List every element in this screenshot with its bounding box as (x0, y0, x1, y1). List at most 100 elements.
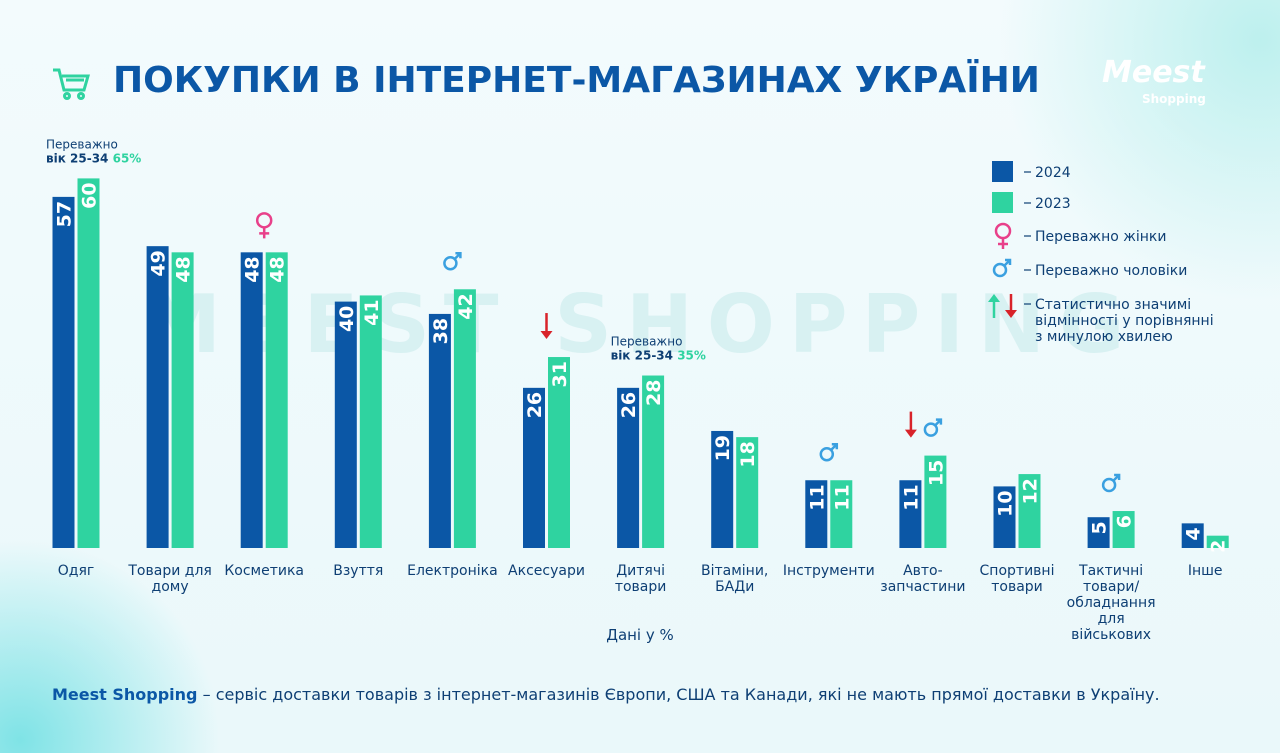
footer: Meest Shopping – сервіс доставки товарів… (52, 685, 1160, 704)
x-tick-label: Тактичні товари/ обладнання для військов… (1066, 563, 1156, 643)
x-tick-label: Вітаміни, БАДи (700, 563, 769, 595)
male-circle (819, 446, 835, 462)
male-arrow (934, 418, 943, 427)
value-label: 18 (737, 441, 759, 467)
bar (52, 196, 75, 548)
bar (240, 252, 263, 548)
arrow-head (904, 429, 917, 438)
value-label: 48 (242, 256, 264, 282)
value-label: 12 (1020, 478, 1042, 504)
value-label: 60 (79, 182, 101, 208)
bar (359, 295, 382, 548)
value-label: 42 (455, 293, 477, 319)
bar (711, 430, 734, 548)
male-arrow (1112, 473, 1121, 482)
down-arrow (904, 411, 917, 438)
annotation-highlight: 65% (113, 151, 142, 165)
bar (642, 375, 665, 548)
down-arrow (540, 313, 553, 340)
value-label: 11 (806, 484, 828, 510)
logo-brand: Meest (1102, 55, 1206, 90)
x-tick-label: Косметика (224, 563, 305, 579)
annotation: Переважно (46, 137, 118, 151)
bar (548, 357, 570, 548)
bar (993, 486, 1016, 548)
x-tick-label: Одяг (57, 563, 95, 579)
x-tick-label: Товари для дому (128, 563, 212, 595)
bar (334, 301, 357, 548)
value-label: 6 (1114, 515, 1136, 528)
bar (1087, 517, 1110, 548)
female-circle (255, 212, 273, 229)
bar (1206, 535, 1229, 548)
value-label: 5 (1089, 521, 1111, 534)
value-label: 49 (148, 250, 170, 276)
value-label: 2 (1208, 540, 1230, 553)
value-label: 11 (900, 484, 922, 510)
legend-female-icon (994, 222, 1012, 249)
bar (1112, 511, 1135, 548)
bar (1181, 523, 1204, 548)
x-tick-label: Спортивні товари (979, 563, 1055, 595)
arrow-head (540, 331, 553, 340)
value-label: 19 (712, 435, 734, 461)
value-label: 31 (549, 361, 571, 387)
bar (736, 437, 759, 548)
value-label: 40 (336, 306, 358, 332)
male-marker (819, 442, 839, 462)
cart-icon (53, 68, 90, 100)
x-tick-label: Аксесуари (508, 563, 585, 579)
x-tick-label: Дитячі товари (614, 563, 667, 595)
annotation: вік 25-34 35% (611, 349, 706, 363)
value-label: 48 (173, 256, 195, 282)
male-circle (1101, 477, 1117, 493)
x-tick-label: Інструменти (782, 563, 875, 579)
female-marker (255, 212, 273, 239)
value-label: 26 (524, 392, 546, 418)
bar (1018, 474, 1041, 548)
legend-label: з минулою хвилею (1035, 329, 1173, 345)
bar (428, 313, 451, 548)
legend-label: Переважно жінки (1035, 229, 1166, 245)
legend-down-arrow (1005, 294, 1017, 318)
male-arrow (453, 252, 462, 261)
value-note: Дані у % (606, 626, 674, 644)
legend-male-icon (992, 258, 1012, 278)
male-arrow (829, 442, 839, 452)
bar (146, 246, 169, 548)
bar (523, 387, 545, 548)
bar (453, 289, 476, 548)
footer-brand: Meest Shopping (52, 685, 198, 704)
male-marker (1101, 473, 1121, 493)
bar (77, 178, 100, 548)
bar (805, 480, 828, 548)
annotation-line: вік 25-34 (611, 349, 673, 363)
watermark: MEEST SHOPPING (141, 278, 1138, 371)
legend-label: відмінності у порівнянні (1035, 313, 1214, 329)
male-circle (992, 262, 1008, 278)
value-label: 10 (995, 490, 1017, 516)
value-label: 15 (925, 460, 947, 486)
x-tick-label: Взуття (333, 563, 384, 579)
annotation: Переважно (611, 335, 683, 349)
arrow-head (988, 294, 1000, 302)
legend-up-arrow (988, 294, 1000, 318)
value-label: 38 (430, 318, 452, 344)
annotation-highlight: 35% (677, 349, 706, 363)
legend-label: Статистично значимі (1035, 297, 1191, 313)
legend-swatch (992, 161, 1013, 182)
arrow-head (1005, 310, 1017, 318)
bar (924, 455, 947, 548)
annotation-line: вік 25-34 (46, 151, 108, 165)
value-label: 4 (1183, 527, 1205, 540)
value-label: 11 (831, 484, 853, 510)
legend-label: 2023 (1035, 196, 1071, 212)
value-label: 26 (618, 392, 640, 418)
legend-label: Переважно чоловіки (1035, 263, 1187, 279)
value-label: 28 (643, 380, 665, 406)
bar (171, 252, 194, 548)
legend-swatch (992, 192, 1013, 213)
annotation: вік 25-34 65% (46, 151, 141, 165)
female-cross (259, 227, 270, 239)
